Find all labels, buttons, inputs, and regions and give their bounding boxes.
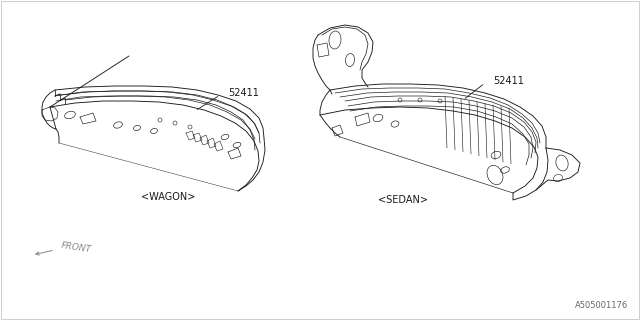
Text: <WAGON>: <WAGON>	[141, 192, 195, 202]
Text: A505001176: A505001176	[575, 301, 628, 310]
Text: <SEDAN>: <SEDAN>	[378, 195, 428, 205]
Text: 52411: 52411	[493, 76, 524, 86]
Text: 52411: 52411	[228, 88, 259, 98]
Text: FRONT: FRONT	[60, 241, 92, 255]
